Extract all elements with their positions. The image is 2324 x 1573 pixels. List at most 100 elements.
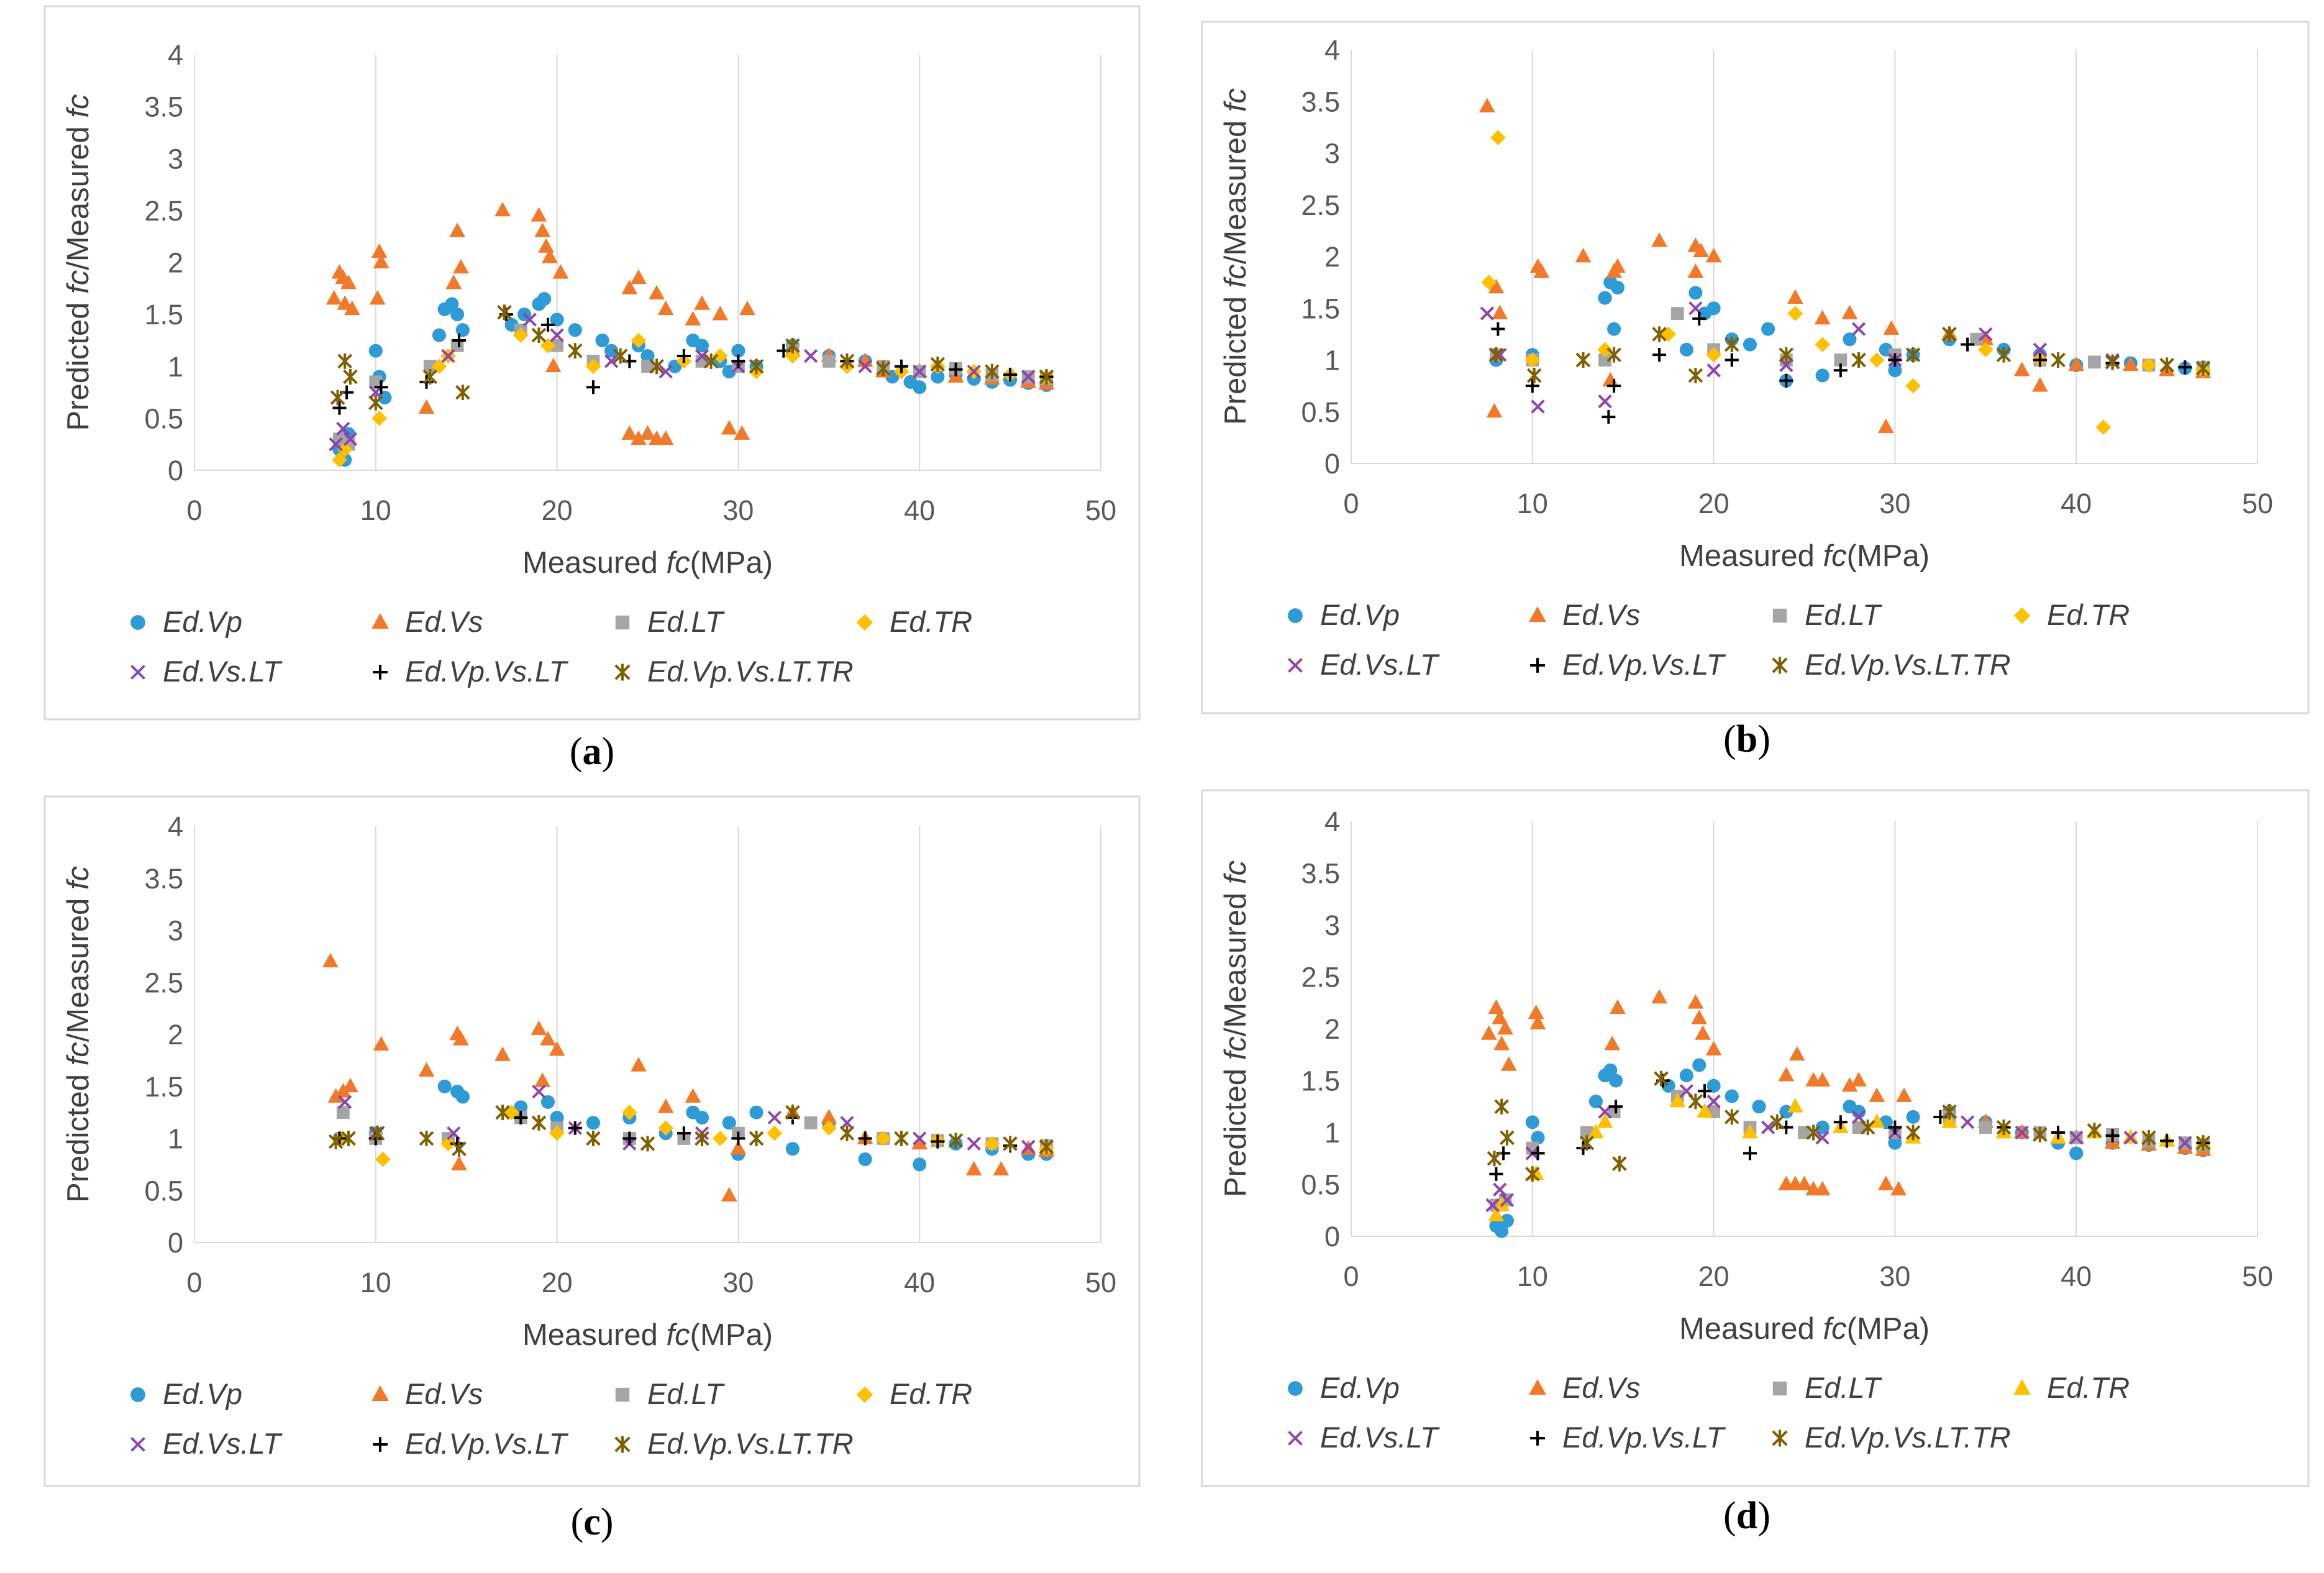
data-point [1579, 1135, 1595, 1151]
data-point [1814, 1072, 1831, 1087]
data-point [423, 360, 437, 373]
y-axis-title: Predicted fc/Measured fc [1219, 860, 1252, 1197]
data-point [657, 430, 674, 445]
y-tick-label: 0.5 [1301, 396, 1340, 428]
data-point [839, 1125, 855, 1141]
series-ed-tr [1481, 130, 2211, 435]
legend-marker [1772, 608, 1787, 623]
data-point [2160, 1134, 2174, 1148]
data-point [1883, 320, 1900, 335]
data-point [685, 311, 701, 326]
x-tick-label: 0 [1343, 1261, 1359, 1292]
y-tick-label: 2 [1324, 1013, 1340, 1045]
data-point [657, 300, 674, 316]
data-point [730, 1140, 747, 1155]
data-point [550, 339, 563, 352]
data-point [1705, 1041, 1722, 1056]
data-point [1495, 1224, 1509, 1238]
data-point [1494, 1098, 1510, 1115]
data-point [1761, 1120, 1775, 1134]
data-point [1888, 353, 1902, 367]
data-point [332, 401, 347, 415]
legend-item: Ed.Vp.Vs.LT [1530, 1421, 1726, 1454]
data-point [613, 348, 628, 364]
legend-label: Ed.Vp [1320, 1371, 1400, 1404]
data-point [658, 1120, 674, 1136]
data-point [374, 380, 388, 394]
y-tick-label: 1.5 [1301, 293, 1340, 324]
data-point [1707, 1094, 1721, 1109]
x-tick-label: 30 [722, 1267, 754, 1298]
data-point [2051, 352, 2066, 368]
data-point [1761, 322, 1775, 336]
legend-item: Ed.Vp.Vs.LT.TR [614, 655, 854, 688]
legend-marker [130, 1387, 145, 1402]
data-point [549, 1125, 565, 1141]
legend-label: Ed.Vp [1320, 598, 1400, 631]
data-point [1815, 1120, 1830, 1134]
data-point [984, 1136, 1000, 1152]
x-tick-label: 20 [542, 1267, 573, 1298]
y-tick-label: 2 [168, 1019, 183, 1051]
data-point [329, 437, 343, 452]
data-point [1851, 1072, 1867, 1087]
y-tick-label: 3.5 [1301, 858, 1340, 890]
data-point [1490, 130, 1506, 145]
legend-marker [2013, 607, 2031, 624]
data-point [621, 1105, 637, 1120]
data-point [1725, 353, 1739, 367]
y-tick-label: 0.5 [144, 403, 183, 434]
data-point [586, 1131, 601, 1146]
data-point [712, 348, 728, 364]
legend-label: Ed.TR [890, 605, 972, 638]
data-point [1533, 263, 1550, 278]
data-point [1942, 326, 1957, 342]
data-point [821, 1120, 837, 1136]
data-point [1779, 373, 1793, 388]
legend-item: Ed.Vs [1529, 1371, 1640, 1404]
legend-label: Ed.Vp.Vs.LT.TR [1805, 1421, 2011, 1454]
series-ed-vs [322, 952, 1055, 1201]
data-point [1679, 1069, 1693, 1083]
y-tick-label: 0.5 [144, 1175, 183, 1206]
data-point [1500, 1056, 1517, 1071]
data-point [785, 348, 801, 364]
data-point [1039, 368, 1054, 385]
data-point [534, 222, 551, 237]
data-point [373, 253, 390, 268]
x-tick-label: 40 [904, 1267, 935, 1298]
data-point [1843, 332, 1857, 347]
legend-marker [130, 665, 145, 680]
data-point [336, 1106, 350, 1119]
data-point [658, 364, 673, 379]
data-point [567, 343, 583, 359]
x-tick-label: 10 [1517, 488, 1548, 519]
data-point [677, 1126, 691, 1141]
data-point [1896, 1087, 1912, 1102]
series-ed-vp-vs-lt-tr [330, 304, 1054, 411]
data-point [2122, 356, 2139, 372]
legend-label: Ed.Vs.LT [163, 655, 283, 688]
data-point [1481, 275, 1497, 290]
legend: Ed.Vp Ed.Vs Ed.LT Ed.TR Ed.Vs.LT Ed.Vp.Vs.LT E… [1288, 1371, 2130, 1454]
x-tick-label: 0 [186, 1267, 202, 1298]
data-point [1488, 278, 1505, 294]
data-point [712, 1131, 728, 1146]
data-point [418, 399, 435, 414]
data-point [1869, 1087, 1885, 1102]
data-point [721, 420, 737, 435]
data-point [1598, 291, 1612, 305]
data-point [621, 425, 638, 440]
data-point [1833, 363, 1848, 378]
data-point [455, 385, 470, 401]
data-point [695, 1110, 709, 1125]
x-tick-label: 20 [1698, 1261, 1729, 1292]
data-point [1692, 1058, 1707, 1072]
data-point [550, 312, 564, 327]
y-tick-label: 0.5 [1301, 1169, 1340, 1201]
data-point [2033, 342, 2048, 357]
data-point [2051, 1125, 2066, 1140]
data-point [639, 425, 656, 440]
y-tick-label: 2.5 [1301, 962, 1340, 993]
data-point [452, 1141, 467, 1157]
